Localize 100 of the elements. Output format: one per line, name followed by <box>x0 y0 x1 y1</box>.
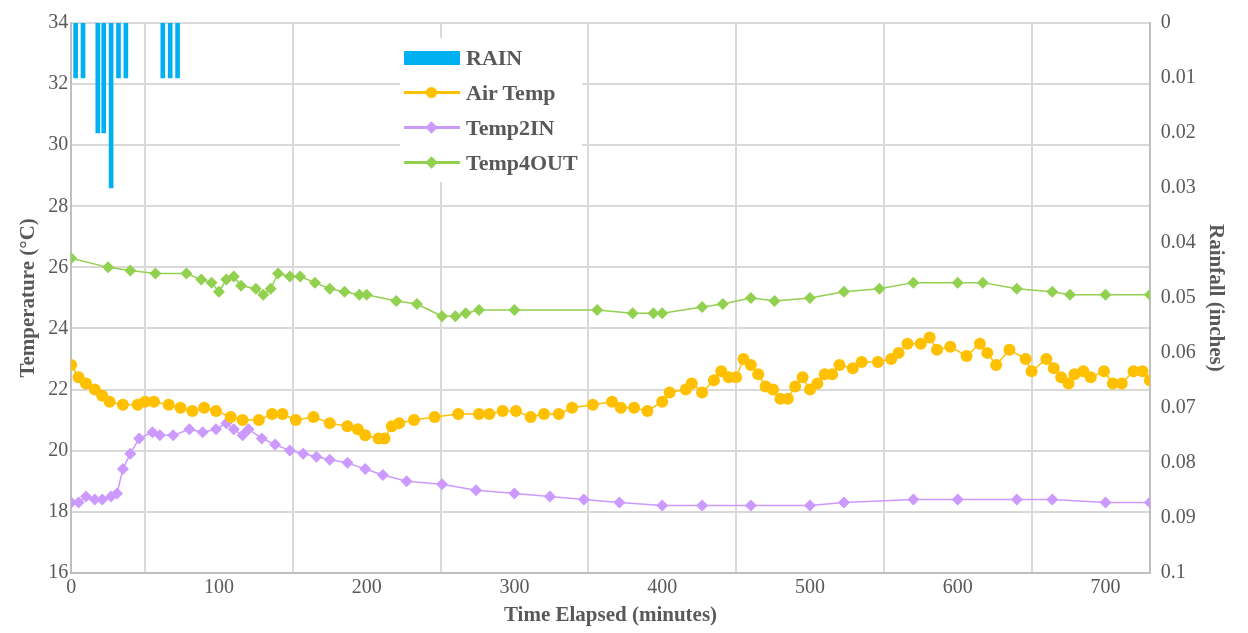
bar <box>73 23 78 79</box>
point <box>449 310 462 323</box>
point <box>235 279 248 292</box>
x-tick-label: 700 <box>1090 575 1121 598</box>
point <box>323 453 336 466</box>
point <box>613 496 626 509</box>
legend-label: RAIN <box>466 44 523 71</box>
bar <box>167 23 173 79</box>
point <box>1046 285 1059 298</box>
point <box>149 267 162 280</box>
point <box>508 487 521 500</box>
legend-label: Temp2IN <box>466 114 555 141</box>
point <box>249 282 262 295</box>
y-tick-label: 22 <box>48 376 69 399</box>
y2-tick-label: 0.03 <box>1160 175 1196 198</box>
point <box>167 429 180 442</box>
y2-tick-label: 0.08 <box>1160 450 1196 473</box>
point <box>1046 493 1059 506</box>
point <box>102 261 115 274</box>
point <box>716 298 729 311</box>
point <box>400 475 413 488</box>
point <box>227 423 240 436</box>
bar <box>116 23 121 79</box>
point <box>873 282 886 295</box>
point <box>264 282 277 295</box>
point <box>183 423 196 436</box>
point <box>283 444 296 457</box>
point <box>79 490 92 503</box>
point <box>1099 496 1112 509</box>
point <box>153 429 166 442</box>
point <box>1064 288 1077 301</box>
point <box>768 294 781 307</box>
y2-tick-label: 0 <box>1160 10 1171 33</box>
point <box>210 423 222 436</box>
point <box>591 304 604 317</box>
point <box>656 499 669 512</box>
point <box>577 493 590 506</box>
point <box>744 291 757 304</box>
point <box>111 487 123 500</box>
point <box>837 496 850 509</box>
point <box>212 285 225 298</box>
point <box>907 493 920 506</box>
point <box>242 423 255 436</box>
y-tick-label: 24 <box>48 315 69 338</box>
point <box>294 270 307 283</box>
point <box>227 270 240 283</box>
point <box>436 310 449 323</box>
point <box>436 478 449 491</box>
point <box>220 273 233 286</box>
point <box>257 288 270 301</box>
y-tick-label: 30 <box>48 132 69 155</box>
x-axis-title: Time Elapsed (minutes) <box>503 601 718 626</box>
point <box>696 499 709 512</box>
x-tick-label: 300 <box>499 575 530 598</box>
y-tick-label: 32 <box>48 71 69 94</box>
point <box>146 426 159 439</box>
point <box>323 282 336 295</box>
x-tick-label: 600 <box>942 575 973 598</box>
point <box>196 426 209 439</box>
point <box>269 438 282 451</box>
y2-tick-label: 0.06 <box>1160 340 1196 363</box>
legend-label: Air Temp <box>466 79 556 106</box>
point <box>341 456 354 469</box>
point <box>283 270 296 283</box>
point <box>744 499 757 512</box>
y-tick-label: 34 <box>48 10 69 33</box>
point <box>124 447 137 460</box>
y2-tick-label: 0.02 <box>1160 120 1196 143</box>
y-tick-label: 28 <box>48 193 69 216</box>
point <box>473 304 485 317</box>
point <box>803 291 816 304</box>
point <box>1099 288 1112 301</box>
bar <box>175 23 180 79</box>
point <box>410 298 423 311</box>
point <box>116 462 129 475</box>
y-tick-label: 18 <box>48 498 69 521</box>
point <box>236 429 249 442</box>
point <box>907 276 920 289</box>
point <box>1010 493 1023 506</box>
point <box>338 285 351 298</box>
point <box>951 276 964 289</box>
point <box>803 499 816 512</box>
point <box>626 307 639 320</box>
point <box>180 267 193 280</box>
y2-tick-label: 0.05 <box>1160 285 1196 308</box>
point <box>459 307 472 320</box>
x-tick-label: 500 <box>794 575 825 598</box>
bar <box>160 23 166 79</box>
y2-axis-title: Rainfall (inches) <box>1204 224 1229 372</box>
point <box>470 484 483 497</box>
point <box>1010 282 1023 295</box>
point <box>133 432 146 445</box>
point <box>656 307 669 320</box>
legend-label: Temp4OUT <box>466 149 578 176</box>
point <box>390 294 403 307</box>
y-axis-title: Temperature (°C) <box>15 218 40 378</box>
y2-tick-label: 0.1 <box>1160 560 1186 583</box>
point <box>308 276 321 289</box>
point <box>837 285 850 298</box>
point <box>951 493 964 506</box>
